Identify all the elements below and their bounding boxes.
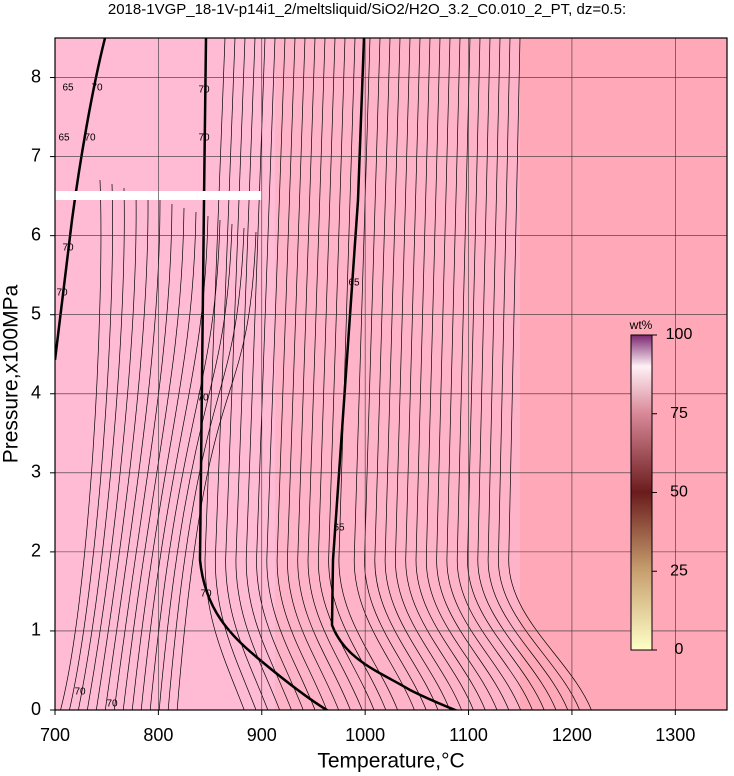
- contour-line: [307, 38, 363, 710]
- plot-area: [55, 38, 727, 710]
- y-tick-label: 0: [31, 699, 41, 719]
- contour-line: [467, 38, 545, 710]
- contour-line: [245, 38, 292, 710]
- y-axis-label: Pressure,x100MPa: [0, 284, 23, 463]
- contour-line: [95, 195, 149, 710]
- contour-label: 70: [198, 133, 210, 144]
- contour-line: [330, 38, 459, 710]
- contour-line: [487, 38, 569, 710]
- contour-label: 70: [91, 83, 103, 94]
- x-axis-label: Temperature,°C: [317, 750, 464, 773]
- contour-line: [384, 38, 451, 710]
- contour-line: [78, 187, 125, 710]
- contour-line: [508, 38, 592, 710]
- colorbar-tick-label: 75: [670, 405, 688, 422]
- contour-label: 70: [74, 687, 86, 698]
- contour-line: [176, 231, 257, 710]
- y-tick-label: 3: [31, 462, 41, 482]
- contour-label: 70: [84, 133, 96, 144]
- contour-line: [287, 38, 339, 710]
- contour-line: [204, 38, 245, 710]
- background: [55, 38, 275, 710]
- contour-line: [140, 215, 209, 710]
- contour-line: [338, 38, 398, 710]
- y-tick-label: 6: [31, 224, 41, 244]
- x-tick-label: 900: [247, 725, 277, 745]
- background: [520, 38, 727, 710]
- contour-line: [235, 38, 280, 710]
- contour-line: [266, 38, 316, 710]
- contour-line: [214, 38, 257, 710]
- y-tick-label: 2: [31, 541, 41, 561]
- contour-line: [395, 38, 462, 710]
- y-tick-label: 5: [31, 303, 41, 323]
- contour-line: [446, 38, 521, 710]
- x-tick-label: 1300: [655, 725, 695, 745]
- contour-label: 65: [62, 83, 74, 94]
- contour-line: [425, 38, 498, 710]
- contour-lines: [60, 38, 592, 710]
- contour-line: [405, 38, 474, 710]
- colorbar-label: wt%: [629, 318, 653, 332]
- contour-line: [498, 38, 580, 710]
- contour-line: [256, 38, 304, 710]
- contour-line: [276, 38, 328, 710]
- contour-line: [436, 38, 510, 710]
- colorbar-tick-label: 50: [670, 484, 688, 501]
- x-tick-label: 800: [143, 725, 173, 745]
- x-tick-label: 700: [40, 725, 70, 745]
- plot-frame: [54, 37, 728, 711]
- contour-line: [198, 38, 330, 710]
- y-tick-label: 4: [31, 383, 41, 403]
- y-tick-label: 1: [31, 620, 41, 640]
- contour-label: 65: [333, 523, 345, 534]
- contour-label: 70: [200, 589, 212, 600]
- y-tick-label: 8: [31, 66, 41, 86]
- contour-line: [131, 211, 197, 710]
- contour-line: [113, 203, 173, 710]
- contour-line: [167, 227, 245, 710]
- contour-line: [122, 207, 185, 710]
- contour-line: [353, 38, 415, 710]
- contour-line: [149, 219, 221, 710]
- contour-line: [69, 183, 113, 710]
- contour-label: 70: [198, 85, 210, 96]
- chart-title: 2018-1VGP_18-1V-p14i1_2/meltsliquid/SiO2…: [108, 1, 626, 18]
- x-tick-label: 1200: [552, 725, 592, 745]
- contour-line: [55, 38, 107, 361]
- contour-line: [158, 223, 233, 710]
- contour-label: 70: [197, 393, 209, 404]
- colorbar: [630, 334, 653, 651]
- contour-label: 70: [106, 699, 118, 710]
- colorbar-tick-label: 100: [666, 326, 693, 343]
- contour-line: [374, 38, 439, 710]
- contour-label: 65: [58, 133, 70, 144]
- contour-line: [328, 38, 387, 710]
- contour-line: [297, 38, 351, 710]
- contour-label: 65: [348, 278, 360, 289]
- contour-line: [225, 38, 269, 710]
- contour-line: [456, 38, 533, 710]
- contour-line: [415, 38, 486, 710]
- contour-label: 70: [56, 288, 68, 299]
- contour-label: 70: [62, 243, 74, 254]
- x-tick-label: 1100: [449, 725, 488, 745]
- colorbar-tick-label: 25: [670, 562, 688, 579]
- y-tick-label: 7: [31, 145, 41, 165]
- contour-line: [86, 191, 137, 710]
- x-tick-label: 1000: [345, 725, 385, 745]
- contour-line: [477, 38, 557, 710]
- colorbar-tick-label: 0: [675, 641, 684, 658]
- contour-line: [60, 179, 102, 710]
